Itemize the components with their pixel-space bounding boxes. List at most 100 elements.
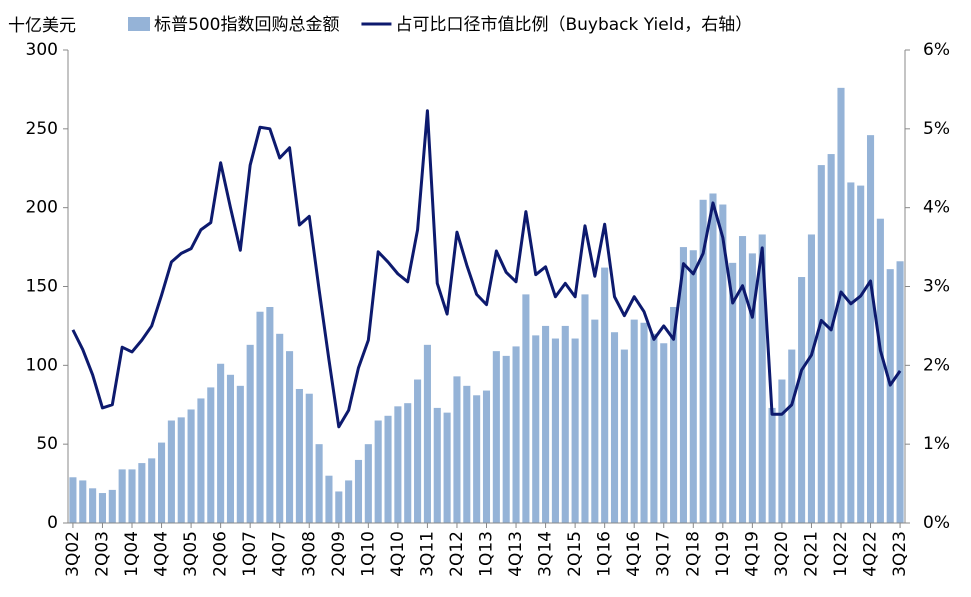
- x-tick-label: 3Q08: [299, 531, 319, 577]
- bar: [768, 407, 776, 523]
- x-tick-label: 4Q13: [506, 531, 526, 577]
- y2-tick-label: 3%: [923, 277, 950, 297]
- bar: [817, 165, 825, 523]
- y2-tick-label: 6%: [923, 40, 950, 60]
- x-tick-label: 1Q16: [595, 531, 615, 577]
- bar: [561, 325, 569, 523]
- x-tick-label: 3Q14: [536, 531, 556, 577]
- bar: [620, 349, 628, 523]
- bar: [551, 338, 559, 523]
- bar: [512, 346, 520, 523]
- bar: [128, 469, 136, 523]
- bar: [502, 355, 510, 523]
- bar: [187, 409, 195, 523]
- bar: [689, 250, 697, 523]
- bar: [660, 343, 668, 523]
- bar: [847, 182, 855, 523]
- bar: [473, 395, 481, 523]
- bar: [305, 393, 313, 523]
- legend-label: 占可比口径市值比例（Buyback Yield，右轴）: [395, 15, 752, 35]
- bar: [729, 262, 737, 523]
- bar: [542, 325, 550, 523]
- y2-tick-label: 4%: [923, 198, 950, 218]
- bar: [266, 306, 274, 523]
- bar: [699, 199, 707, 524]
- bar: [374, 420, 382, 523]
- bar: [404, 403, 412, 523]
- bar: [158, 442, 166, 523]
- x-tick-label: 4Q10: [388, 531, 408, 577]
- bar: [522, 294, 530, 523]
- bar: [295, 388, 303, 523]
- y-axis-label: 十亿美元: [8, 16, 76, 36]
- x-tick-label: 4Q19: [742, 531, 762, 577]
- y-tick-label: 150: [26, 277, 58, 297]
- bar: [453, 376, 461, 523]
- bar: [758, 234, 766, 523]
- x-tick-label: 3Q20: [772, 531, 792, 577]
- x-tick-label: 3Q02: [63, 531, 83, 577]
- x-tick-label: 2Q15: [565, 531, 585, 577]
- bar: [857, 185, 865, 524]
- x-tick-label: 1Q10: [358, 531, 378, 577]
- line: [71, 109, 902, 429]
- x-tick-label: 2Q06: [211, 531, 231, 577]
- y2-tick-label: 2%: [923, 355, 950, 375]
- bar: [217, 363, 225, 523]
- bar: [414, 379, 422, 523]
- x-tick-label: 2Q18: [683, 531, 703, 577]
- bar: [798, 277, 806, 523]
- y-tick-label: 250: [26, 119, 58, 139]
- bar: [601, 267, 609, 523]
- x-tick-label: 4Q07: [270, 531, 290, 577]
- bar: [837, 87, 845, 523]
- x-tick-label: 3Q11: [417, 531, 437, 577]
- legend-label: 标普500指数回购总金额: [154, 15, 339, 35]
- bar: [610, 332, 619, 523]
- bar: [807, 234, 815, 523]
- bar: [463, 385, 471, 523]
- bar: [738, 236, 747, 523]
- bar: [670, 306, 678, 523]
- bar: [630, 319, 638, 523]
- bar: [197, 398, 205, 523]
- y-tick-label: 50: [36, 434, 58, 454]
- x-tick-label: 1Q07: [240, 531, 260, 577]
- bar: [679, 247, 687, 524]
- bar: [138, 463, 146, 523]
- bar: [89, 488, 97, 523]
- bar: [286, 351, 294, 523]
- bar: [354, 459, 363, 523]
- bar: [433, 407, 441, 523]
- bar: [226, 374, 235, 523]
- bar: [719, 204, 727, 523]
- x-tick-label: 4Q04: [152, 531, 172, 577]
- bar: [443, 412, 451, 523]
- x-tick-label: 4Q22: [861, 531, 881, 577]
- bar: [532, 335, 540, 523]
- x-tick-label: 4Q16: [624, 531, 644, 577]
- legend-swatch: [128, 17, 150, 31]
- bar: [581, 294, 589, 523]
- bar: [276, 333, 284, 523]
- x-tick-label: 2Q09: [329, 531, 349, 577]
- x-tick-label: 3Q23: [890, 531, 910, 577]
- bar: [886, 269, 894, 523]
- y-tick-label: 100: [26, 355, 58, 375]
- bar: [709, 193, 717, 523]
- x-tick-label: 2Q21: [801, 531, 821, 577]
- bar: [79, 480, 87, 523]
- bar: [236, 385, 244, 523]
- bar: [325, 475, 333, 523]
- bar: [866, 135, 875, 523]
- y2-tick-label: 5%: [923, 119, 950, 139]
- bar: [98, 493, 107, 523]
- bar: [876, 218, 884, 523]
- x-tick-label: 1Q19: [713, 531, 733, 577]
- bar: [492, 351, 500, 523]
- x-tick-label: 2Q03: [92, 531, 112, 577]
- bar: [148, 458, 156, 523]
- bar: [207, 387, 215, 523]
- bar: [118, 469, 126, 523]
